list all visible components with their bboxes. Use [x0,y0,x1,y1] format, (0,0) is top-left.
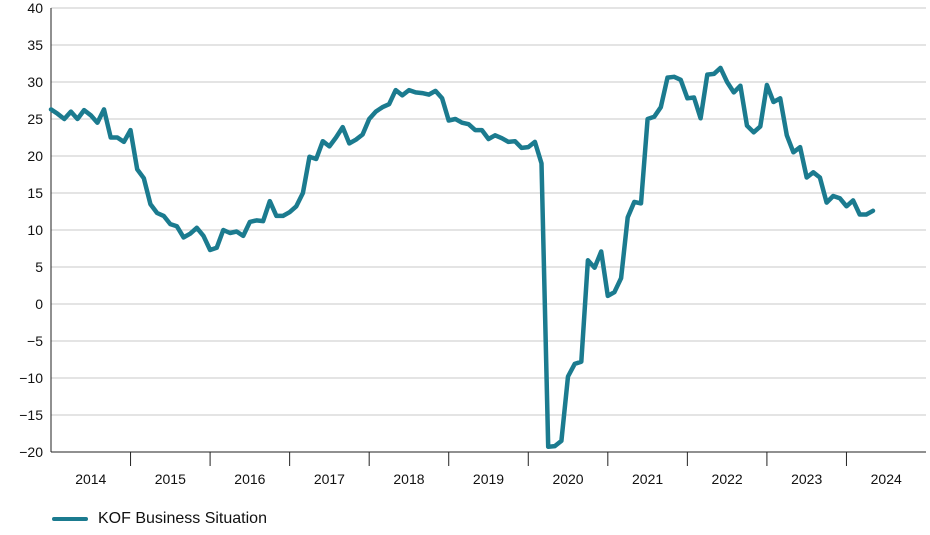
y-tick-label: 20 [27,148,43,164]
x-tick-label: 2022 [712,471,743,487]
series-group [48,65,876,450]
x-tick-label: 2015 [155,471,186,487]
legend-label: KOF Business Situation [98,510,267,527]
y-tick-label: −15 [19,407,43,423]
x-tick-label: 2021 [632,471,663,487]
x-tick-label: 2016 [234,471,265,487]
y-tick-label: 10 [27,222,43,238]
x-tick-label: 2019 [473,471,504,487]
grid-lines [51,7,926,453]
x-tick-label: 2024 [871,471,902,487]
x-tick-label: 2014 [75,471,106,487]
y-tick-label: 25 [27,111,43,127]
y-tick-label: 15 [27,185,43,201]
x-tick-label: 2017 [314,471,345,487]
y-tick-label: −20 [19,444,43,460]
y-axis: 40 35 30 25 20 15 10 5 0 −5 −10 −15 −20 [19,0,43,460]
y-tick-label: 35 [27,37,43,53]
y-tick-label: 40 [27,0,43,16]
y-tick-label: 30 [27,74,43,90]
y-tick-label: 5 [35,259,43,275]
y-tick-label: −10 [19,370,43,386]
legend: KOF Business Situation [52,510,267,528]
y-tick-label: 0 [35,296,43,312]
x-tick-label: 2018 [393,471,424,487]
series-line [48,65,876,450]
legend-swatch [52,517,88,521]
y-tick-label: −5 [27,333,43,349]
x-axis: 2014 2015 2016 2017 2018 2019 2020 2021 2022 2023… [50,8,926,487]
x-tick-label: 2020 [552,471,583,487]
x-tick-label: 2023 [791,471,822,487]
